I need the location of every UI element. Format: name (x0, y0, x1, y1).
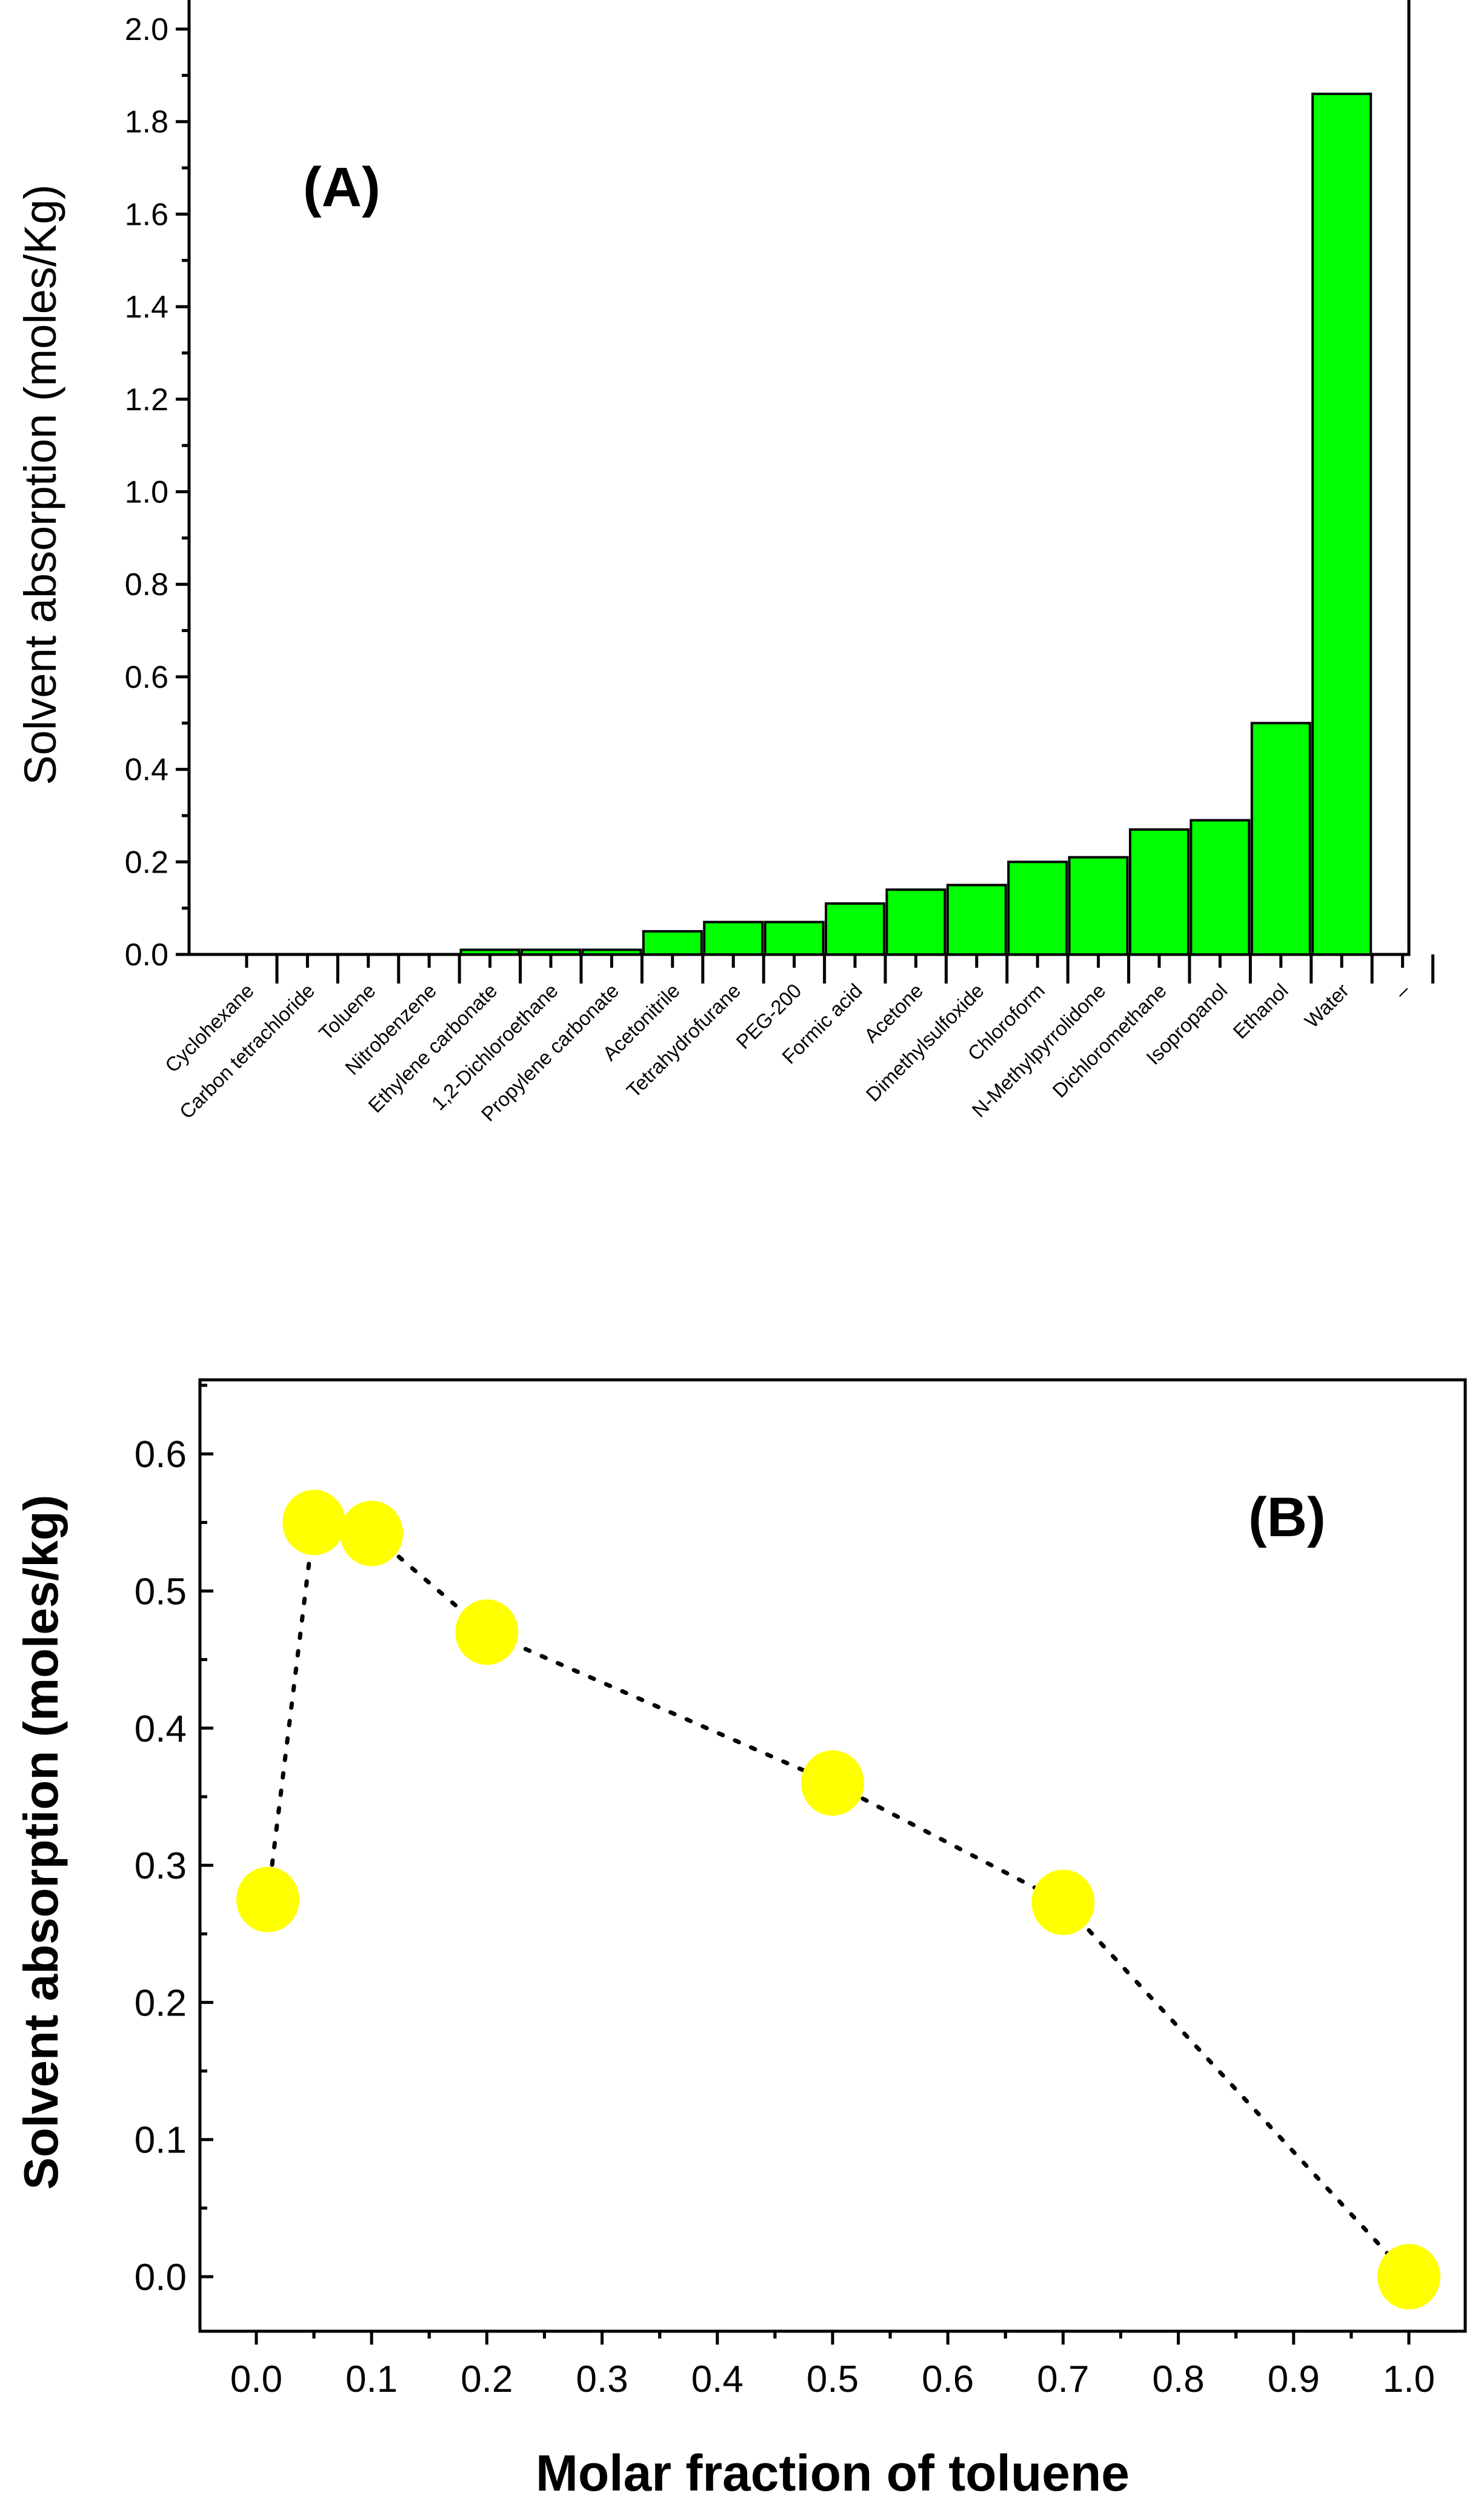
data-point (236, 1866, 300, 1932)
y-tick-label: 0.4 (125, 753, 168, 788)
data-point (801, 1750, 864, 1816)
panel-b-label: (B) (1248, 1486, 1326, 1548)
bar (459, 948, 521, 956)
x-tick-label: 0.6 (922, 2359, 974, 2400)
panel-a-axes-frame (187, 0, 1411, 956)
x-tick-label: 0.2 (461, 2359, 513, 2400)
y-tick-label: 0.0 (135, 2257, 187, 2299)
y-tick-label: 0.3 (135, 1845, 187, 1887)
x-tick-label: 1.0 (1383, 2359, 1435, 2400)
x-tick-label: Tetrahydrofurane (622, 979, 745, 1102)
data-point (455, 1599, 519, 1665)
y-tick-label: 0.0 (125, 937, 168, 973)
bar (1007, 861, 1068, 956)
x-tick-label: 0.7 (1037, 2359, 1089, 2400)
y-tick-label: 0.2 (125, 845, 168, 880)
x-tick-label: 0.1 (345, 2359, 398, 2400)
panel-b-scatter-chart: (B) Solvent absorption (moles/kg) Molar … (14, 1378, 1467, 2502)
bar (521, 948, 581, 956)
bar (703, 920, 764, 956)
panel-a-bar-chart: (A) Solvent absorption (moles/Kg) 0.0 0.2… (15, 0, 1435, 1125)
panel-a-label: (A) (303, 156, 381, 218)
panel-a-y-axis-title: Solvent absorption (moles/Kg) (15, 184, 65, 785)
panel-b-x-axis-title: Molar fraction of toluene (536, 2445, 1130, 2502)
x-tick-label: 0.0 (230, 2359, 282, 2400)
data-point (1031, 1869, 1095, 1936)
x-tick-label: 0.4 (691, 2359, 744, 2400)
y-tick-label: 0.2 (135, 1982, 187, 2024)
bar (581, 948, 642, 956)
data-point (282, 1490, 346, 1556)
dotted-trend-line (265, 1520, 1411, 2279)
y-tick-label: 0.1 (135, 2120, 187, 2162)
y-tick-label: 0.5 (135, 1571, 187, 1613)
y-tick-label: 1.2 (125, 382, 168, 418)
x-tick-label: – (1390, 979, 1414, 1003)
bar (642, 930, 703, 956)
bar (946, 884, 1007, 956)
bar (1190, 819, 1251, 956)
x-tick-label: 0.9 (1268, 2359, 1320, 2400)
bar (825, 902, 885, 956)
data-point (340, 1500, 404, 1566)
y-tick-label: 1.4 (125, 290, 168, 325)
y-tick-label: 0.4 (135, 1708, 187, 1750)
y-tick-label: 1.8 (125, 105, 168, 140)
x-tick-label: 0.5 (807, 2359, 859, 2400)
bar (1250, 722, 1311, 956)
x-tick-label: Dichloromethane (1048, 979, 1171, 1102)
bar (1311, 92, 1373, 956)
bar (885, 888, 947, 956)
y-tick-label: 0.6 (125, 660, 168, 695)
y-tick-label: 2.0 (125, 12, 168, 47)
y-tick-label: 1.6 (125, 197, 168, 232)
y-tick-label: 0.8 (125, 567, 168, 602)
x-tick-label: 0.3 (576, 2359, 628, 2400)
bar (1068, 856, 1129, 956)
y-tick-label: 1.0 (125, 475, 168, 510)
x-tick-label: Water (1300, 979, 1354, 1033)
x-tick-label: Ethanol (1228, 979, 1292, 1043)
panel-b-y-axis-title: Solvent absorption (moles/kg) (14, 1495, 68, 2190)
bar (764, 920, 825, 956)
x-tick-label: 0.8 (1152, 2359, 1204, 2400)
bar (1129, 828, 1190, 956)
y-tick-label: 0.6 (135, 1434, 187, 1476)
data-point (1377, 2244, 1440, 2309)
